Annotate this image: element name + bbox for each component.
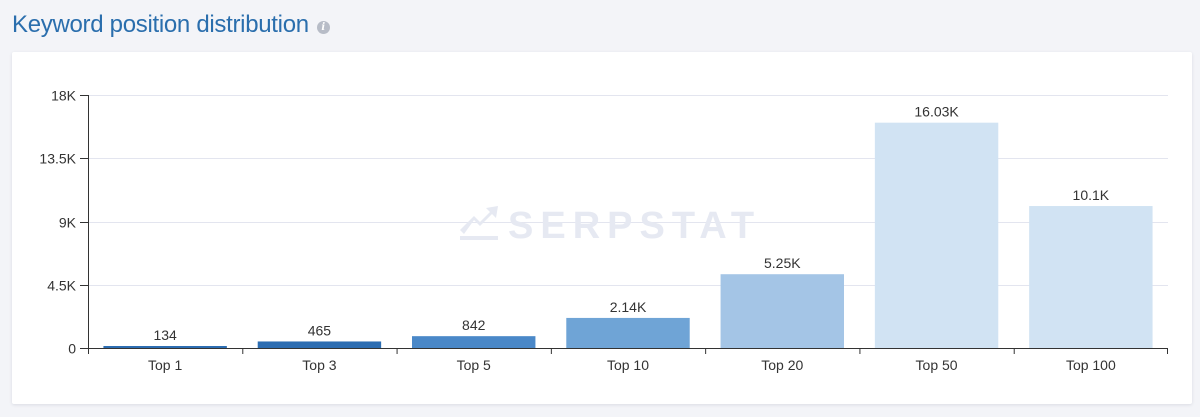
bar [720, 274, 844, 348]
bars [103, 122, 1153, 348]
x-tick-label: Top 100 [1066, 357, 1116, 373]
bar-data-label: 2.14K [610, 299, 647, 315]
y-tick-label: 13.5K [39, 151, 76, 167]
watermark: SERPSTAT [460, 205, 761, 247]
bar [412, 336, 536, 348]
page-title: Keyword position distribution [12, 11, 309, 38]
bar [257, 341, 382, 348]
bar [566, 317, 690, 348]
bar-data-label: 16.03K [914, 104, 959, 120]
bar-data-label: 10.1K [1073, 187, 1110, 203]
x-tick-label: Top 50 [916, 357, 958, 373]
bar-data-label: 5.25K [764, 255, 801, 271]
y-tick-label: 18K [51, 88, 77, 104]
y-tick-label: 9K [59, 215, 77, 231]
serpstat-logo-icon [460, 206, 498, 240]
header: Keyword position distribution i [12, 10, 330, 40]
bar [874, 122, 999, 348]
bar-data-label: 465 [308, 322, 332, 338]
bar [103, 346, 227, 348]
bar-data-label: 134 [153, 327, 177, 343]
bar [1029, 206, 1153, 348]
x-tick-label: Top 20 [761, 357, 803, 373]
gridlines [88, 95, 1168, 286]
y-tick-label: 4.5K [47, 278, 76, 294]
keyword-position-chart: SERPSTAT 134 465 8422.14K5.25K16.03K10.1K … [39, 88, 1168, 373]
data-labels: 134 465 842 2.14K 5.25K 16.03K 10.1K [153, 104, 1109, 343]
x-tick-label: Top 1 [148, 357, 182, 373]
x-tick-label: Top 10 [607, 357, 649, 373]
chart-card: SERPSTAT 134 465 842 2.14K 5.25K 16.03K 10.1K … [12, 52, 1192, 404]
x-tick-label: Top 5 [457, 357, 491, 373]
y-tick-label: 0 [68, 341, 76, 357]
info-icon[interactable]: i [316, 20, 330, 34]
axes: 0 4.5K 9K 13.5K 18K Top 1 Top 3 Top 5 Top 10 Top … [39, 88, 1168, 373]
bar-data-label: 842 [462, 317, 486, 333]
x-tick-label: Top 3 [302, 357, 336, 373]
watermark-text: SERPSTAT [508, 205, 761, 247]
